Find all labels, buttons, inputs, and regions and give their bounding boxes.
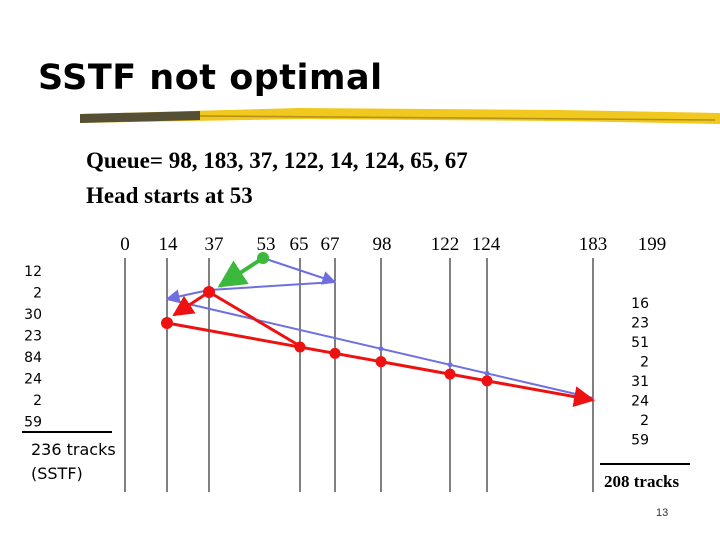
start-move xyxy=(217,252,269,288)
sstf-point-37 xyxy=(203,286,215,298)
left-distance-0: 12 xyxy=(24,264,42,280)
sstf-path xyxy=(161,286,596,407)
left-distance-4: 84 xyxy=(24,350,42,366)
track-label-124: 124 xyxy=(472,234,501,255)
track-label-67: 67 xyxy=(321,234,340,255)
left-total: 236 tracks (SSTF) xyxy=(31,438,116,486)
left-distance-list: 12 2 30 23 84 24 2 59 xyxy=(24,264,42,431)
track-label-65: 65 xyxy=(290,234,309,255)
track-label-183: 183 xyxy=(579,234,608,255)
alt-point-450 xyxy=(447,362,453,368)
head-start-point xyxy=(257,252,269,264)
left-total-line1: 236 tracks xyxy=(31,440,116,459)
slide-title: SSTF not optimal xyxy=(38,58,383,98)
left-distance-6: 2 xyxy=(33,393,42,409)
right-distance-4: 31 xyxy=(631,374,649,390)
track-labels: 0 14 37 53 65 67 98 122 124 183 199 xyxy=(120,234,666,255)
head-start-description: Head starts at 53 xyxy=(86,183,253,208)
sstf-point-487 xyxy=(481,375,493,387)
right-total: 208 tracks xyxy=(604,472,680,491)
right-distance-list: 16 23 51 2 31 24 2 59 xyxy=(631,296,649,449)
left-distance-7: 59 xyxy=(24,415,42,431)
track-label-199: 199 xyxy=(638,234,667,255)
title-underline-bar xyxy=(80,108,720,124)
sstf-segment-37-14 xyxy=(172,290,210,317)
track-lines xyxy=(124,258,594,492)
track-label-98: 98 xyxy=(373,234,392,255)
left-total-line2: (SSTF) xyxy=(31,464,83,483)
right-distance-3: 2 xyxy=(640,355,649,371)
queue-description: Queue= 98, 183, 37, 122, 14, 124, 65, 67 xyxy=(86,148,468,173)
page-number: 13 xyxy=(656,507,669,519)
left-distance-3: 23 xyxy=(24,329,42,345)
right-distance-0: 16 xyxy=(631,296,649,312)
left-distance-5: 24 xyxy=(24,372,42,388)
track-label-0: 0 xyxy=(120,234,130,255)
alt-point-487 xyxy=(484,370,490,376)
sstf-point-381 xyxy=(375,356,387,368)
sstf-point-14 xyxy=(161,317,173,329)
track-label-53: 53 xyxy=(257,234,276,255)
left-distance-1: 2 xyxy=(33,286,42,302)
right-distance-6: 2 xyxy=(640,413,649,429)
start-segment-53-37 xyxy=(217,256,265,288)
right-distance-7: 59 xyxy=(631,433,649,449)
alternate-path xyxy=(165,257,594,399)
sstf-point-450 xyxy=(444,368,456,380)
right-distance-1: 23 xyxy=(631,316,649,332)
right-distance-2: 51 xyxy=(631,335,649,351)
alt-point-381 xyxy=(378,346,384,352)
right-distance-5: 24 xyxy=(631,394,649,410)
sstf-segment-37-65 xyxy=(208,290,301,348)
left-distance-2: 30 xyxy=(24,307,42,323)
track-label-37: 37 xyxy=(205,234,224,255)
sstf-point-300 xyxy=(294,341,306,353)
sstf-point-335 xyxy=(329,347,341,359)
track-label-122: 122 xyxy=(431,234,460,255)
track-label-14: 14 xyxy=(159,234,179,255)
alt-segment-53-67 xyxy=(262,257,337,285)
alt-segment-67-37 xyxy=(208,281,336,291)
